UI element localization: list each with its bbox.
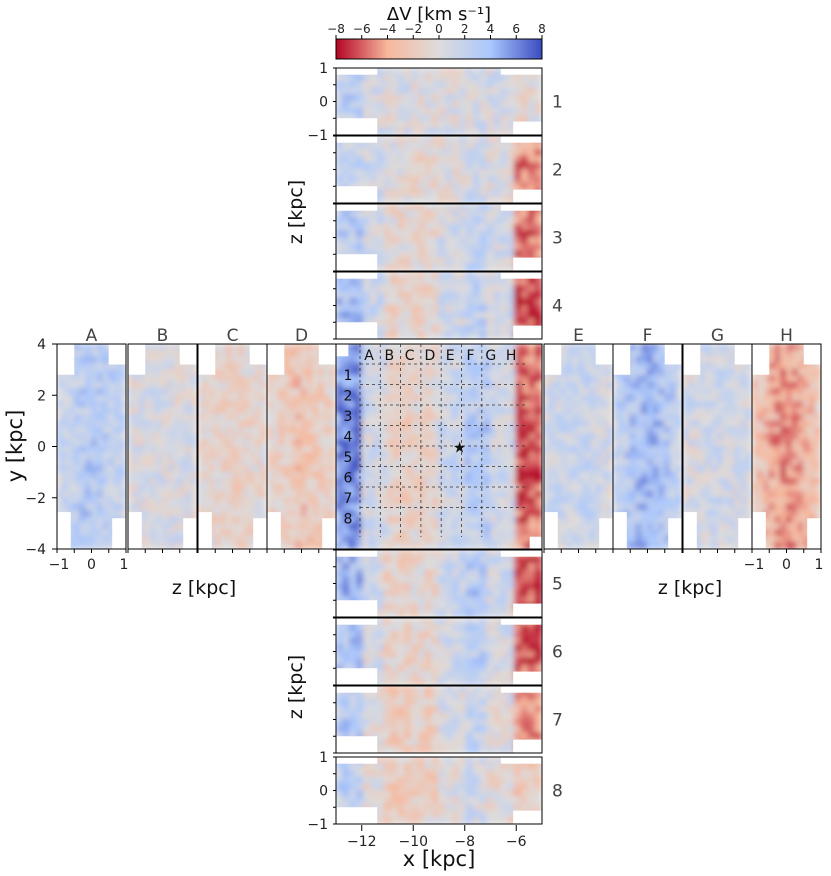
yz-right-xlabel: z [kpc] (658, 577, 722, 599)
yz-panel-G (682, 343, 753, 550)
yz-right-ztick-label: 1 (815, 557, 824, 573)
main-panel-heatmap (335, 343, 543, 550)
main-column-label-E: E (446, 348, 455, 364)
xz-panel-label-4: 4 (552, 297, 563, 317)
colorbar-ticks: −8 −6 −4 −2 0 2 4 6 8 (327, 22, 546, 39)
colorbar-tick-label: −8 (327, 22, 345, 36)
xz-panel-label-8: 8 (552, 782, 563, 802)
yz-left-ztick-label: 0 (87, 557, 96, 573)
xz-panel-label-5: 5 (552, 575, 563, 595)
yz-panel-label-A: A (86, 326, 98, 346)
yz-panel-H (751, 343, 822, 550)
yz-panel-label-H: H (780, 326, 793, 346)
xz-panel-2 (335, 135, 543, 204)
main-row-label-6: 6 (344, 471, 353, 487)
yz-panel-E (543, 343, 614, 550)
colorbar-tick-label: 6 (512, 22, 520, 36)
yz-panel-C (197, 343, 268, 550)
yz-panel-F (612, 343, 683, 550)
yz-panel-label-E: E (573, 326, 584, 346)
yz-panel-label-B: B (157, 326, 169, 346)
y-tick-label: −4 (25, 542, 46, 558)
xz-panel-5 (335, 549, 543, 618)
xz-panel-3 (335, 203, 543, 272)
yz-panel-label-C: C (227, 326, 239, 346)
main-row-label-7: 7 (344, 491, 353, 507)
colorbar-tick-label: 8 (538, 22, 546, 36)
x-tick-label: −6 (506, 834, 527, 850)
main-column-label-G: G (485, 348, 496, 364)
xz-bottom-ylabel: z [kpc] (285, 655, 307, 719)
main-row-label-8: 8 (344, 512, 353, 528)
yz-left-ztick-label: −1 (49, 557, 70, 573)
main-column-label-H: H (506, 348, 517, 364)
colorbar-tick-label: 4 (487, 22, 495, 36)
yz-right-ztick-label: −1 (744, 557, 765, 573)
yz-right-ztick-label: 0 (782, 557, 791, 573)
main-row-label-3: 3 (344, 409, 353, 425)
colorbar-tick-label: −6 (353, 22, 371, 36)
colorbar-gradient (335, 38, 543, 60)
main-row-label-5: 5 (344, 450, 353, 466)
xz-top-ztick-label: 0 (319, 95, 328, 111)
main-column-label-A: A (364, 348, 374, 364)
colorbar-tick-label: −2 (404, 22, 422, 36)
main-ylabel: y [kpc] (3, 410, 27, 483)
xz-panel-label-2: 2 (552, 161, 563, 181)
colorbar-tick-label: 0 (435, 22, 443, 36)
y-tick-label: 4 (37, 337, 46, 353)
xz-panel-label-1: 1 (552, 93, 563, 113)
main-row-label-4: 4 (344, 430, 353, 446)
xz-panel-4 (335, 271, 543, 340)
yz-panel-label-D: D (295, 326, 308, 346)
xz-panel-label-7: 7 (552, 711, 563, 731)
xz-panel-8 (335, 756, 543, 825)
yz-panel-D (266, 343, 337, 550)
colorbar-title: ΔV [km s⁻¹] (387, 4, 491, 25)
xz-bottom-ztick-label: 0 (319, 784, 328, 800)
xz-top-ztick-label: −1 (307, 128, 328, 144)
yz-left-xlabel: z [kpc] (172, 577, 236, 599)
main-xlabel: x [kpc] (403, 847, 476, 871)
main-column-label-F: F (466, 348, 474, 364)
colorbar-tick-label: 2 (461, 22, 469, 36)
main-column-label-D: D (425, 348, 436, 364)
xz-bottom-ztick-label: −1 (307, 817, 328, 833)
sun-marker: ★ (453, 439, 466, 457)
main-column-label-C: C (405, 348, 415, 364)
main-row-label-1: 1 (344, 368, 353, 384)
yz-panel-A (56, 343, 127, 550)
main-column-label-B: B (384, 348, 394, 364)
colorbar: ΔV [km s⁻¹] −8 −6 −4 −2 0 2 4 6 8 (327, 4, 546, 60)
yz-panel-label-G: G (711, 326, 724, 346)
xz-panel-label-6: 6 (552, 643, 563, 663)
x-tick-label: −10 (398, 834, 428, 850)
x-tick-label: −8 (454, 834, 475, 850)
xz-top-ztick-label: 1 (319, 61, 328, 77)
xz-panel-6 (335, 617, 543, 686)
xz-panel-label-3: 3 (552, 229, 563, 249)
xz-panel-7 (335, 685, 543, 754)
xz-panel-1 (335, 67, 543, 136)
main-row-label-2: 2 (344, 389, 353, 405)
y-tick-label: −2 (25, 491, 46, 507)
yz-panel-B (127, 343, 198, 550)
y-tick-label: 0 (37, 440, 46, 456)
yz-left-ztick-label: 1 (120, 557, 129, 573)
xz-bottom-ztick-label: 1 (319, 750, 328, 766)
y-tick-label: 2 (37, 388, 46, 404)
xz-top-ylabel: z [kpc] (285, 180, 307, 244)
yz-panel-label-F: F (643, 326, 653, 346)
colorbar-tick-label: −4 (379, 22, 397, 36)
main-panel-grid: A B C D E F G H 1 2 3 4 5 6 7 8 (344, 344, 527, 537)
x-tick-label: −12 (347, 834, 377, 850)
